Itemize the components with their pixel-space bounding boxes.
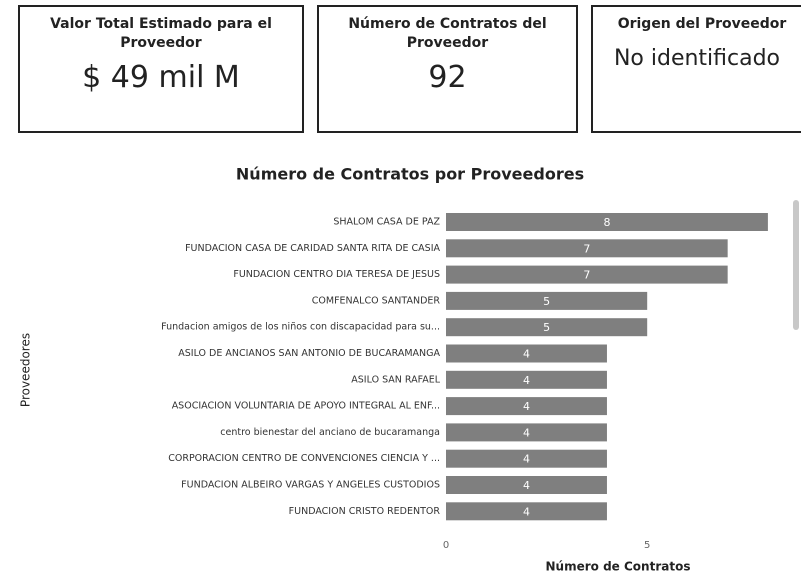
card-title: Valor Total Estimado para el Proveedor (50, 16, 272, 51)
y-tick-label: COMFENALCO SANTANDER (312, 295, 441, 306)
data-label: 7 (583, 269, 590, 282)
y-tick-label: CORPORACION CENTRO DE CONVENCIONES CIENC… (168, 453, 440, 464)
bar (446, 476, 607, 494)
y-axis-title: Proveedores (19, 333, 33, 407)
data-label: 5 (543, 321, 550, 334)
data-label: 4 (523, 348, 530, 361)
kpi-card: Número de Contratos del Proveedor 92 (317, 5, 578, 133)
x-tick-label: 5 (644, 540, 650, 551)
card-title: Origen del Proveedor (617, 16, 787, 32)
card-value: No identificado (613, 46, 781, 71)
y-tick-label: FUNDACION CRISTO REDENTOR (289, 506, 441, 517)
kpi-card: Valor Total Estimado para el Proveedor $… (18, 5, 304, 133)
y-tick-label: centro bienestar del anciano de bucarama… (220, 427, 440, 438)
card-title: Número de Contratos del Proveedor (348, 16, 547, 51)
bar (446, 397, 607, 416)
bar (446, 502, 607, 521)
kpi-card: Origen del Proveedor No identificado (591, 5, 801, 133)
bar (446, 265, 728, 284)
bar (446, 449, 607, 468)
card-value: $ 49 mil M (82, 60, 240, 95)
data-label: 4 (523, 453, 530, 466)
bar (446, 239, 728, 258)
data-label: 8 (603, 216, 610, 229)
y-tick-label: SHALOM CASA DE PAZ (333, 217, 440, 228)
data-label: 4 (523, 479, 530, 492)
chart-title: Número de Contratos por Proveedores (236, 165, 584, 184)
y-tick-label: ASILO SAN RAFAEL (351, 374, 440, 385)
chart: Número de Contratos por Proveedores Prov… (19, 165, 799, 574)
x-axis-title: Número de Contratos (546, 560, 691, 574)
data-label: 7 (583, 242, 590, 255)
y-tick-label: ASILO DE ANCIANOS SAN ANTONIO DE BUCARAM… (178, 348, 440, 359)
x-tick-label: 0 (443, 540, 449, 551)
bar (446, 344, 607, 363)
scrollbar[interactable] (793, 200, 799, 330)
data-label: 4 (523, 505, 530, 518)
data-label: 5 (543, 295, 550, 308)
y-tick-label: FUNDACION CASA DE CARIDAD SANTA RITA DE … (185, 243, 440, 254)
card-value: 92 (428, 60, 467, 95)
y-tick-label: FUNDACION ALBEIRO VARGAS Y ANGELES CUSTO… (181, 480, 440, 491)
bar (446, 291, 648, 310)
bar (446, 423, 607, 442)
bar (446, 213, 768, 231)
data-label: 4 (523, 426, 530, 439)
bar (446, 318, 648, 337)
data-label: 4 (523, 400, 530, 413)
y-tick-label: Fundacion amigos de los niños con discap… (161, 322, 440, 333)
data-label: 4 (523, 374, 530, 387)
y-tick-label: FUNDACION CENTRO DIA TERESA DE JESUS (233, 269, 440, 280)
y-tick-label: ASOCIACION VOLUNTARIA DE APOYO INTEGRAL … (172, 401, 440, 412)
bar (446, 370, 607, 389)
